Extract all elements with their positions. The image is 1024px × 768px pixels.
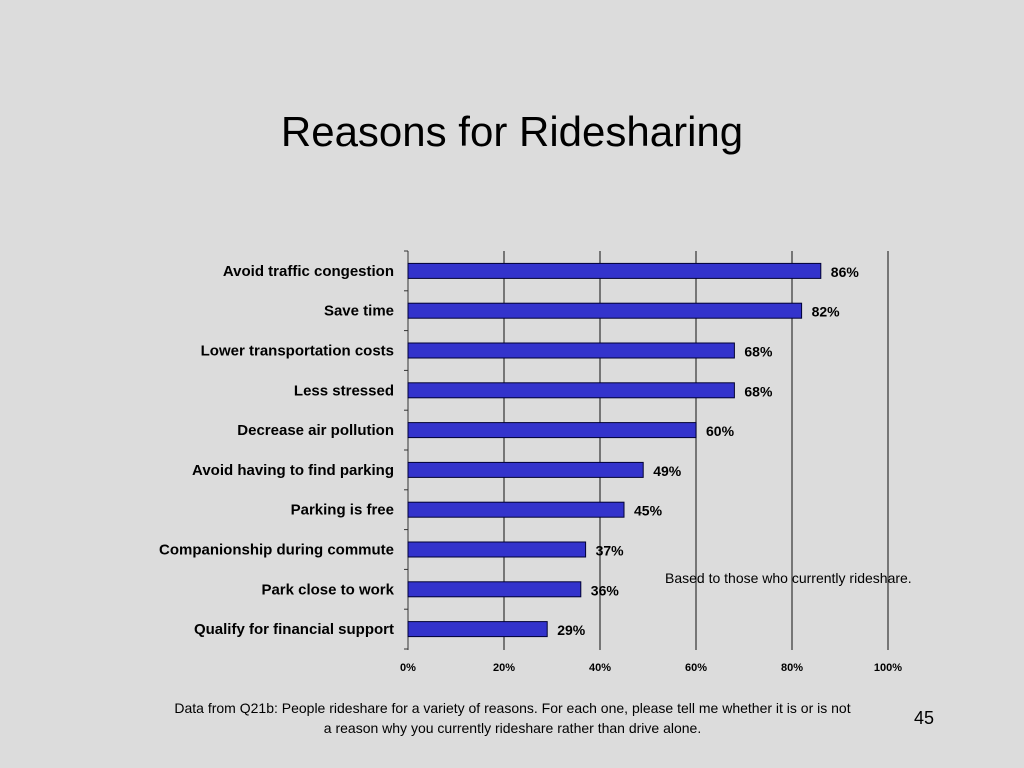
category-label: Less stressed: [294, 382, 394, 399]
bar: [407, 501, 625, 518]
bar: [407, 342, 735, 359]
value-label: 29%: [557, 622, 586, 638]
category-label: Avoid having to find parking: [192, 462, 394, 479]
labels: 0% 20% 40% 60% 80% 100% Avoid traffic congesti…: [159, 263, 902, 674]
slide-title: Reasons for Ridesharing: [280, 108, 744, 155]
bar: [407, 541, 587, 558]
bar: [407, 621, 548, 638]
category-label: Qualify for financial support: [194, 621, 394, 638]
value-label: 49%: [653, 463, 682, 479]
x-tick-label: 20%: [493, 662, 515, 674]
category-label: Parking is free: [291, 502, 394, 519]
category-label: Avoid traffic congestion: [223, 263, 394, 280]
bar: [407, 302, 803, 319]
value-label: 68%: [744, 383, 773, 399]
x-tick-label: 60%: [685, 662, 707, 674]
bar: [407, 382, 735, 399]
category-label: Decrease air pollution: [237, 422, 394, 439]
bars: [407, 262, 822, 638]
footnote: Data from Q21b: People rideshare for a v…: [60, 698, 965, 738]
category-label: Park close to work: [261, 581, 394, 598]
value-label: 68%: [744, 344, 773, 360]
bar: [407, 262, 822, 279]
category-label: Lower transportation costs: [201, 343, 394, 360]
page-number: 45: [914, 708, 935, 728]
x-tick-label: 100%: [874, 662, 902, 674]
category-label: Save time: [324, 303, 394, 320]
bar: [407, 461, 644, 478]
value-label: 37%: [596, 543, 625, 559]
footnote-line-1: Data from Q21b: People rideshare for a v…: [174, 700, 851, 716]
category-label: Companionship during commute: [159, 542, 394, 559]
value-label: 82%: [812, 304, 841, 320]
footnote-line-2: a reason why you currently rideshare rat…: [323, 720, 702, 736]
value-label: 86%: [831, 264, 860, 280]
value-label: 45%: [634, 503, 663, 519]
bar: [407, 422, 697, 439]
chart-note: Based to those who currently rideshare.: [665, 570, 912, 586]
x-tick-label: 80%: [781, 662, 803, 674]
value-label: 60%: [706, 423, 735, 439]
x-tick-label: 40%: [589, 662, 611, 674]
value-label: 36%: [591, 582, 620, 598]
bar: [407, 581, 582, 598]
x-tick-label: 0%: [400, 662, 416, 674]
